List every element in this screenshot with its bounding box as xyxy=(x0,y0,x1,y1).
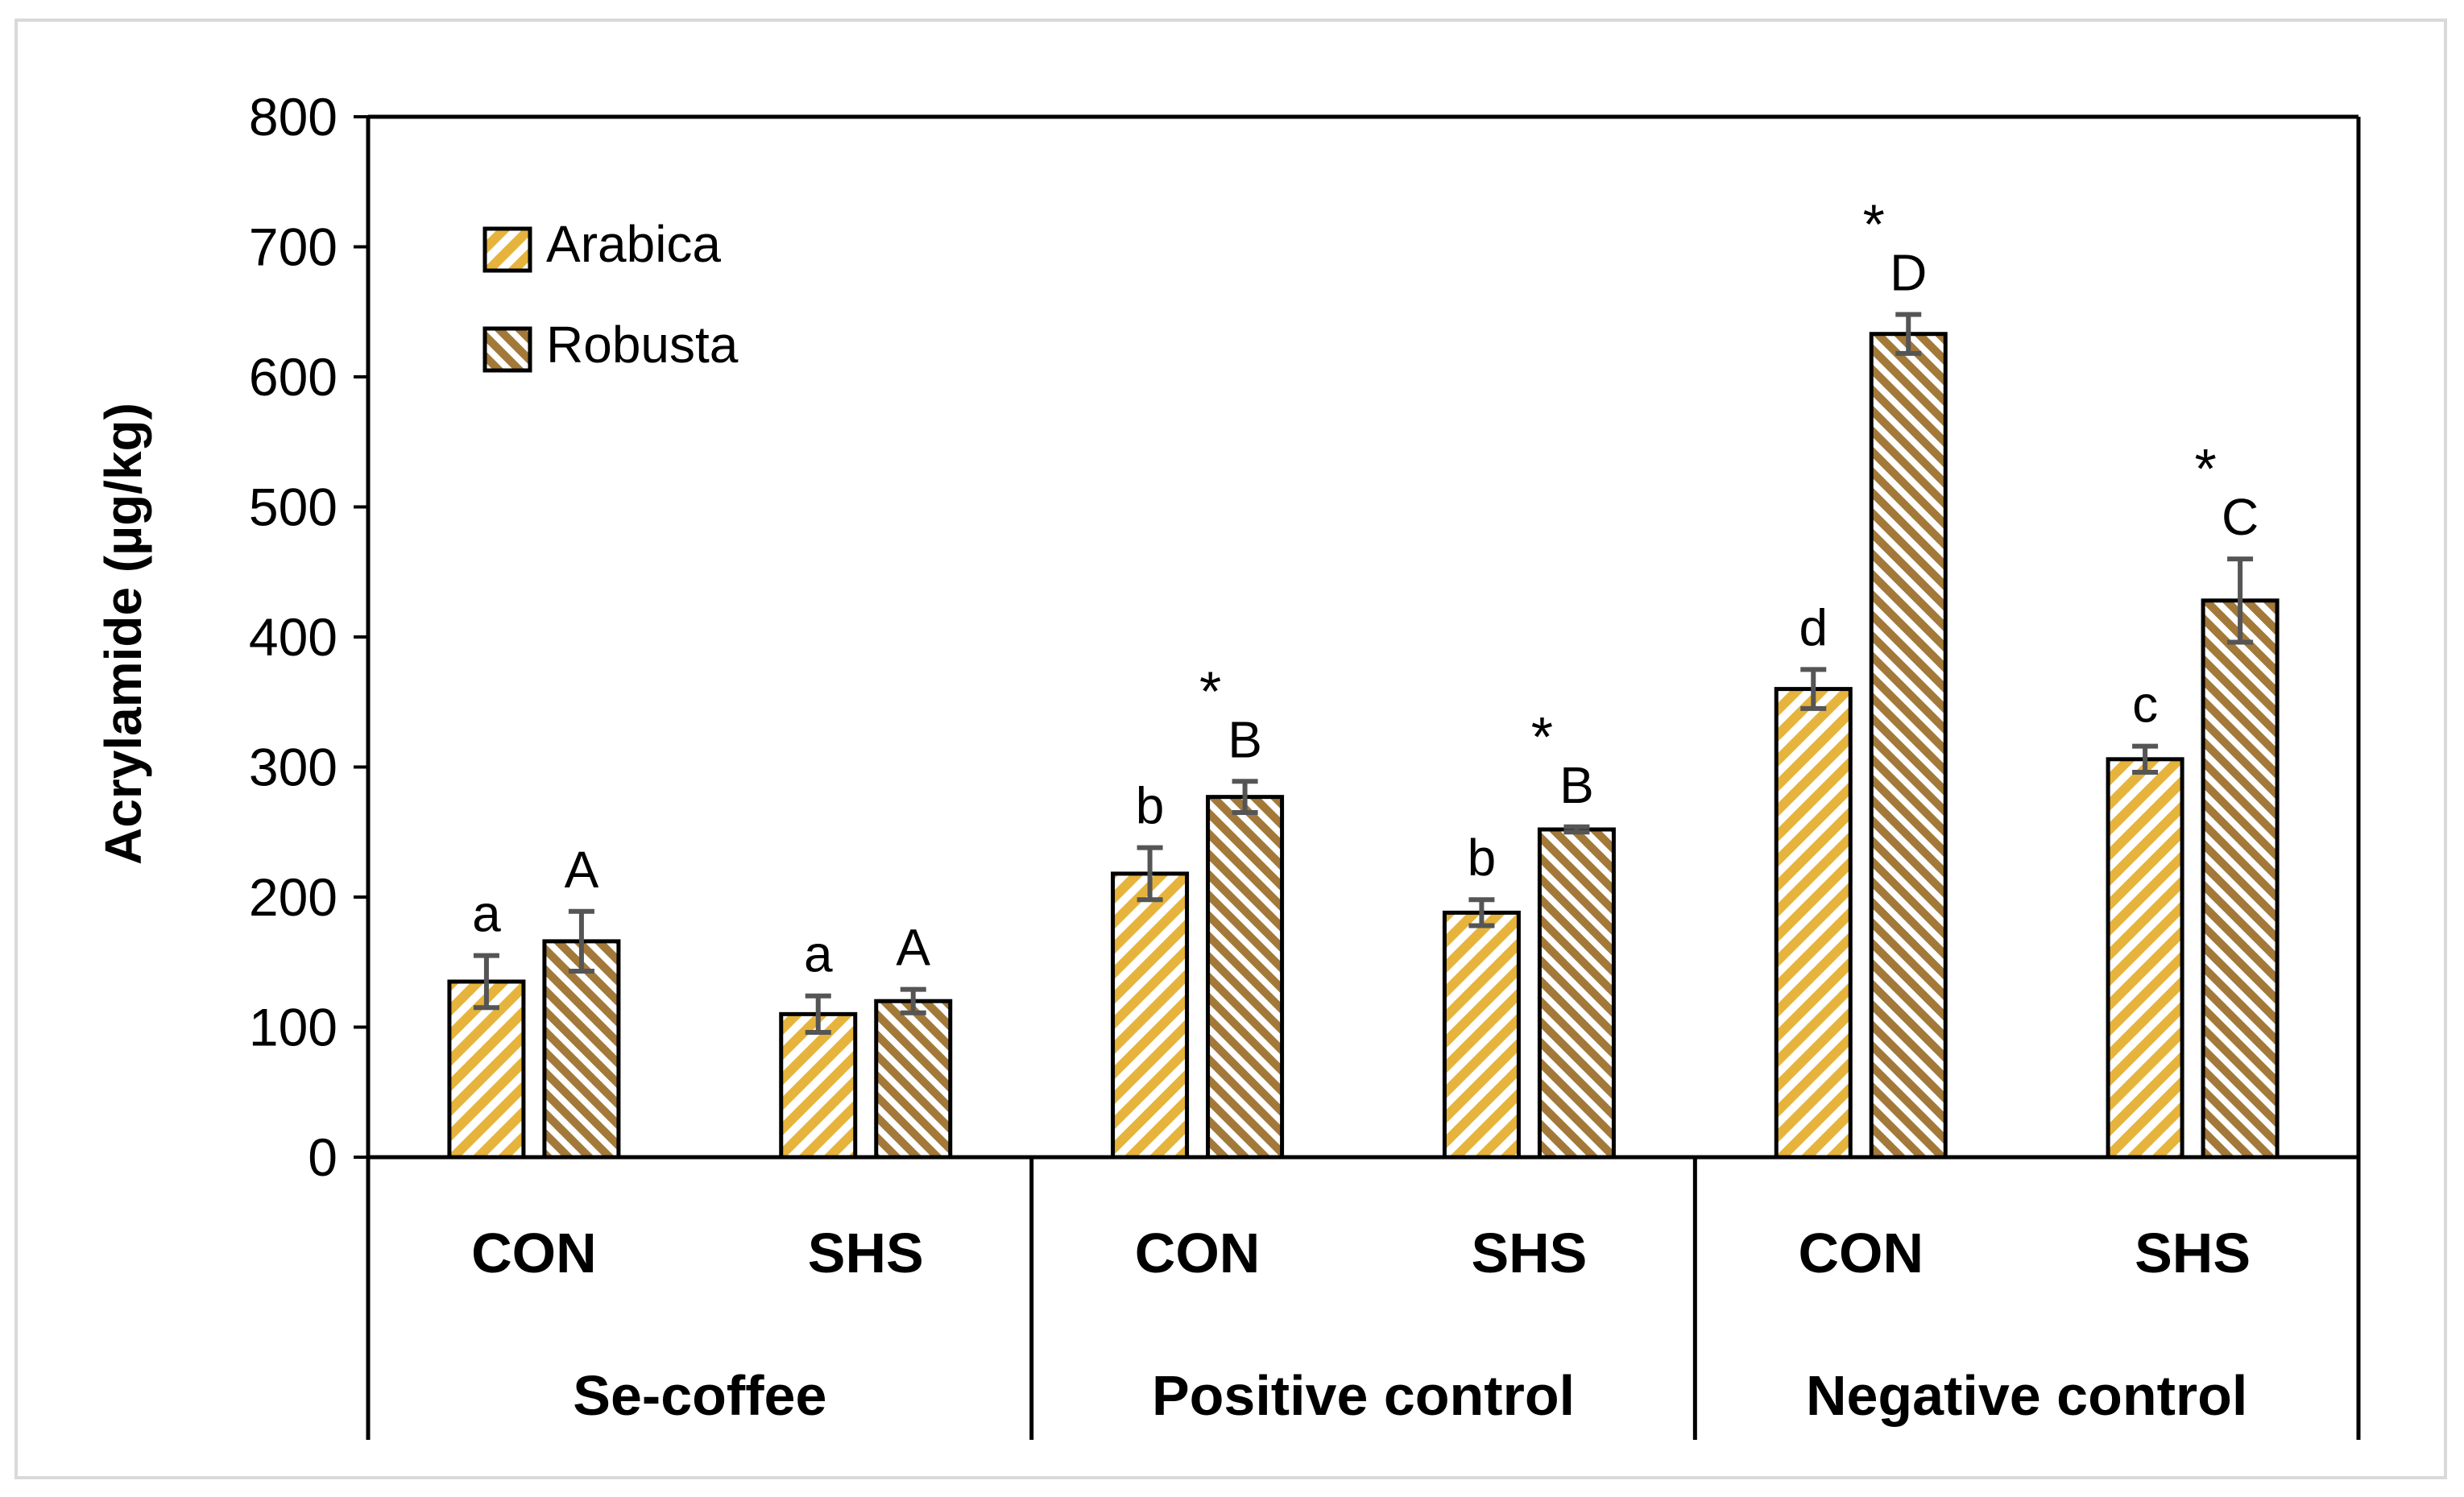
significance-letter: b xyxy=(1136,777,1165,835)
legend-label-arabica: Arabica xyxy=(546,215,721,273)
legend-swatch-robusta xyxy=(482,326,532,373)
legend-swatch-arabica xyxy=(482,226,532,273)
category-label: SHS xyxy=(1471,1222,1587,1284)
bar-robusta xyxy=(874,999,953,1160)
significance-letter: B xyxy=(1559,756,1594,814)
significance-star: * xyxy=(1863,192,1885,255)
significance-letter: A xyxy=(565,841,599,899)
legend-label-robusta: Robusta xyxy=(546,316,739,374)
category-label: SHS xyxy=(808,1222,924,1284)
axes: 0 100 200 300 400 500 600 700 800 xyxy=(249,87,2361,1440)
y-tick-label: 100 xyxy=(249,998,338,1057)
group-label: Positive control xyxy=(1152,1364,1575,1427)
significance-letter: B xyxy=(1228,710,1262,768)
significance-letter: a xyxy=(804,925,833,983)
significance-star: * xyxy=(1531,705,1553,768)
significance-letter: a xyxy=(472,885,501,943)
bar-arabica xyxy=(1442,910,1521,1160)
bar-robusta xyxy=(1206,795,1285,1160)
significance-star: * xyxy=(1199,660,1221,722)
significance-star: * xyxy=(2194,437,2216,500)
labels: Se-coffee Positive control Negative contro… xyxy=(471,192,2259,1427)
y-axis-label: Acrylamide (µg/kg) xyxy=(94,403,152,865)
bar-robusta xyxy=(542,939,621,1160)
group-label: Se-coffee xyxy=(573,1364,826,1427)
significance-letter: b xyxy=(1468,829,1497,887)
bar-robusta xyxy=(1869,332,1948,1160)
y-tick-label: 300 xyxy=(249,738,338,797)
y-tick-label: 800 xyxy=(249,87,338,147)
y-tick-label: 500 xyxy=(249,478,338,537)
significance-letter: c xyxy=(2132,676,2158,734)
category-label: CON xyxy=(471,1222,597,1284)
significance-letter: A xyxy=(896,919,930,977)
legend: Arabica Robusta xyxy=(482,215,739,374)
y-tick-label: 700 xyxy=(249,217,338,277)
bar-arabica xyxy=(2106,757,2184,1160)
bar-arabica xyxy=(447,979,526,1160)
group-label: Negative control xyxy=(1806,1364,2247,1427)
bars xyxy=(447,312,2280,1160)
significance-letter: d xyxy=(1799,598,1828,656)
bar-robusta xyxy=(1537,827,1616,1160)
chart-border xyxy=(14,19,2447,1479)
y-tick-label: 0 xyxy=(308,1127,338,1187)
category-label: CON xyxy=(1135,1222,1261,1284)
bar-arabica xyxy=(1774,687,1853,1160)
y-tick-label: 400 xyxy=(249,607,338,667)
y-tick-label: 200 xyxy=(249,867,338,927)
bar-robusta xyxy=(2201,598,2280,1160)
bar-arabica xyxy=(779,1011,858,1160)
significance-letter: C xyxy=(2222,488,2259,546)
category-label: CON xyxy=(1798,1222,1924,1284)
y-tick-label: 600 xyxy=(249,347,338,407)
significance-letter: D xyxy=(1890,243,1927,301)
category-label: SHS xyxy=(2135,1222,2251,1284)
bar-arabica xyxy=(1111,871,1190,1160)
